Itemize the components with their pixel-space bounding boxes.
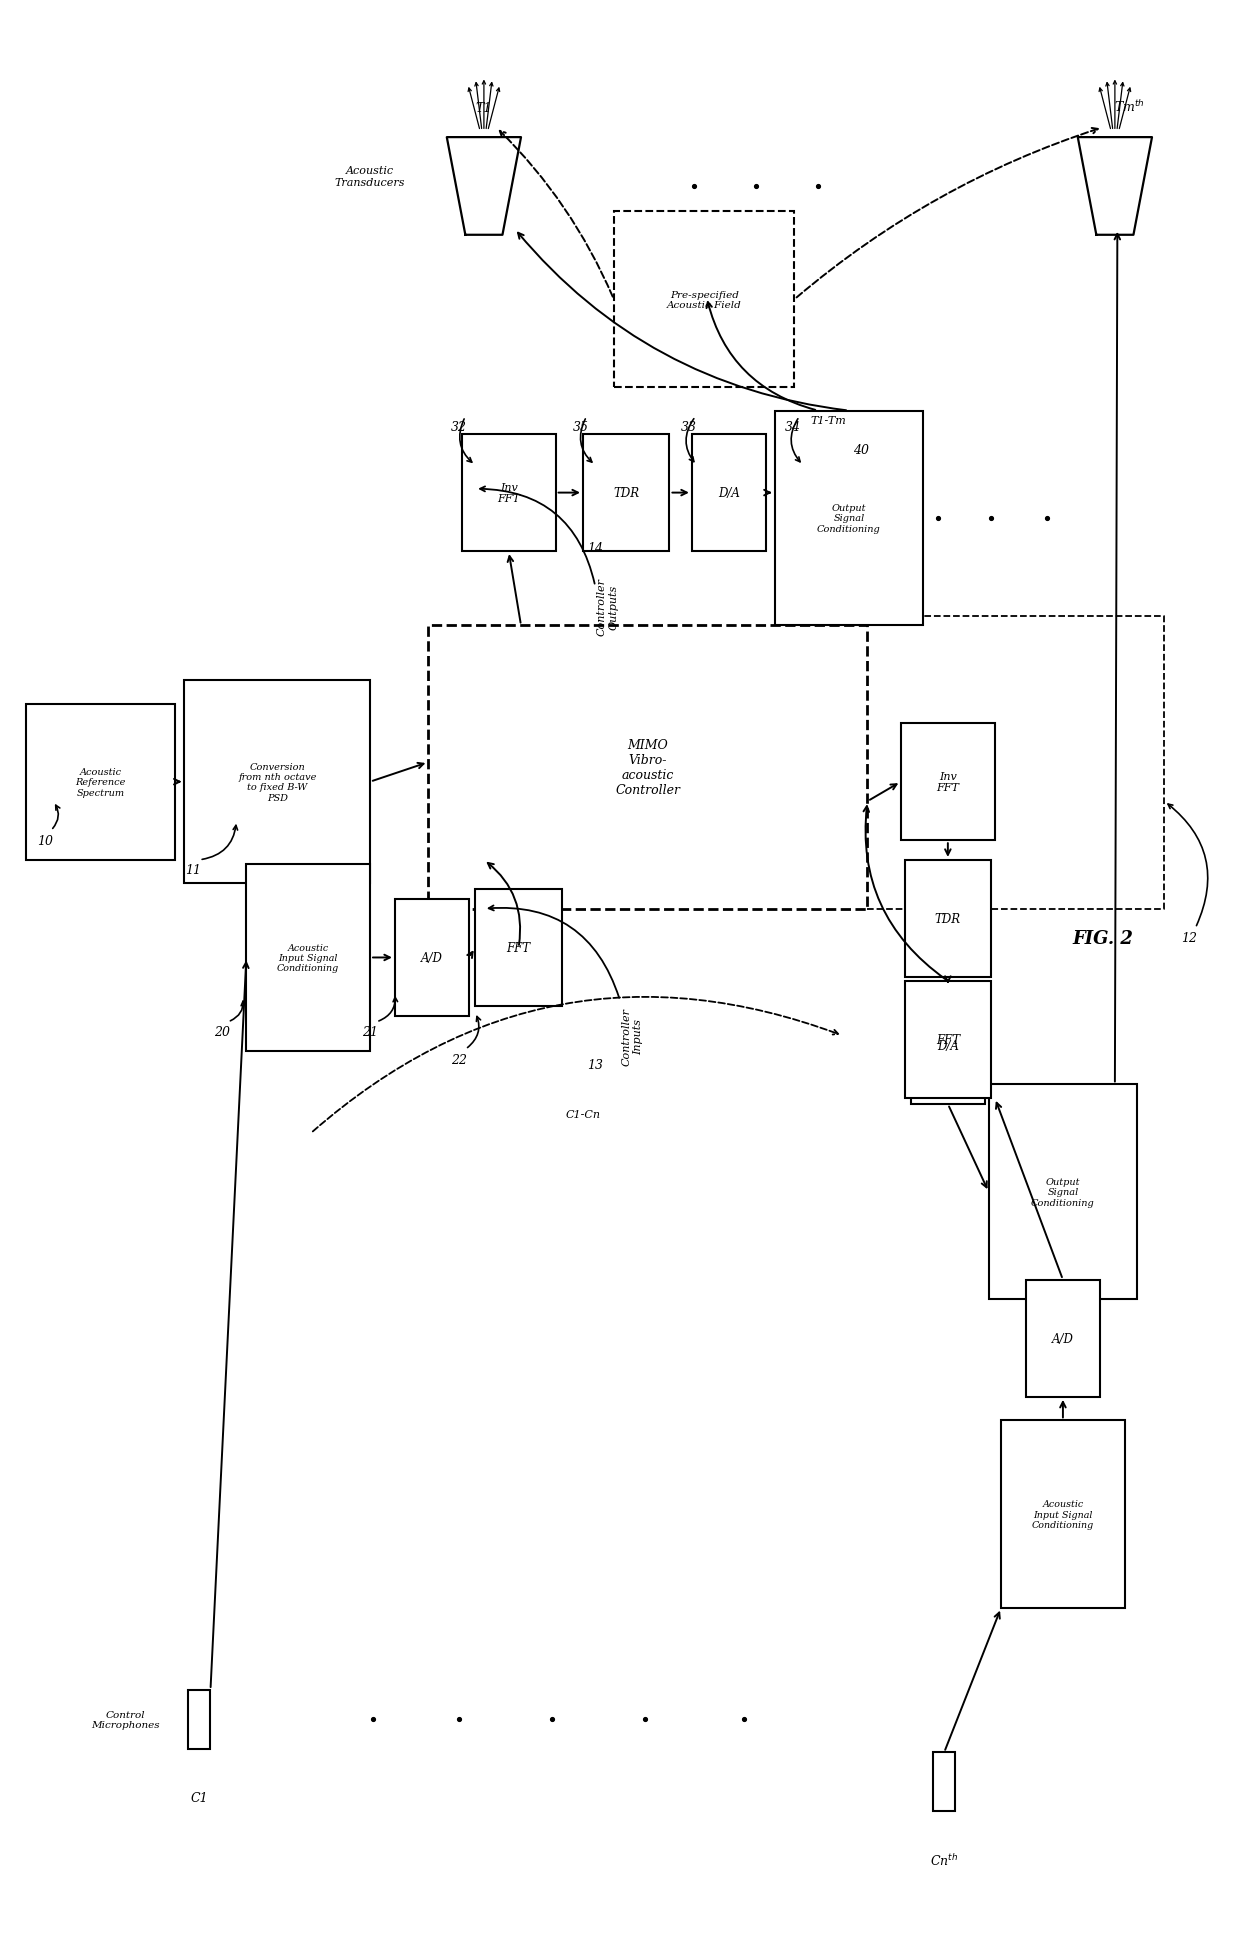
Text: T1-Tm: T1-Tm bbox=[810, 416, 846, 426]
Bar bbox=[692, 434, 766, 551]
Bar bbox=[428, 626, 868, 909]
Text: Tm$^{th}$: Tm$^{th}$ bbox=[1115, 98, 1145, 115]
Bar bbox=[1025, 1281, 1100, 1398]
Text: A/D: A/D bbox=[1052, 1331, 1074, 1345]
Text: Conversion
from nth octave
to fixed B-W
PSD: Conversion from nth octave to fixed B-W … bbox=[238, 762, 316, 802]
Text: Output
Signal
Conditioning: Output Signal Conditioning bbox=[817, 504, 880, 534]
Text: FFT: FFT bbox=[936, 1034, 960, 1046]
Bar bbox=[461, 434, 556, 551]
Text: 20: 20 bbox=[213, 1026, 229, 1038]
Text: TDR: TDR bbox=[935, 913, 961, 925]
Bar bbox=[904, 860, 991, 978]
Text: Acoustic
Reference
Spectrum: Acoustic Reference Spectrum bbox=[76, 768, 125, 798]
Text: Control
Microphones: Control Microphones bbox=[91, 1711, 160, 1728]
Text: Cn$^{th}$: Cn$^{th}$ bbox=[930, 1851, 959, 1867]
Bar bbox=[185, 680, 370, 884]
Text: C1: C1 bbox=[191, 1791, 208, 1804]
Text: D/A: D/A bbox=[718, 487, 740, 500]
Bar bbox=[26, 704, 175, 860]
Bar bbox=[988, 1085, 1137, 1300]
Text: MIMO
Vibro-
acoustic
Controller: MIMO Vibro- acoustic Controller bbox=[615, 739, 681, 796]
Text: 13: 13 bbox=[588, 1060, 603, 1071]
Text: Controller
Outputs: Controller Outputs bbox=[596, 577, 619, 635]
Text: Pre-specified
Acoustic Field: Pre-specified Acoustic Field bbox=[667, 291, 742, 309]
Text: Output
Signal
Conditioning: Output Signal Conditioning bbox=[1030, 1177, 1095, 1206]
Text: 33: 33 bbox=[681, 420, 697, 434]
Text: FFT: FFT bbox=[506, 942, 531, 954]
Text: 34: 34 bbox=[785, 420, 801, 434]
Bar bbox=[1001, 1421, 1125, 1609]
Text: 32: 32 bbox=[451, 420, 467, 434]
Bar bbox=[614, 213, 795, 387]
Text: A/D: A/D bbox=[422, 952, 443, 964]
Text: 35: 35 bbox=[573, 420, 589, 434]
Bar bbox=[188, 1689, 211, 1748]
Text: Inv
FFT: Inv FFT bbox=[936, 772, 960, 794]
Bar bbox=[583, 434, 670, 551]
Text: D/A: D/A bbox=[937, 1040, 959, 1052]
Text: Controller
Inputs: Controller Inputs bbox=[621, 1007, 644, 1065]
Text: 10: 10 bbox=[37, 835, 52, 847]
Text: C1-Cn: C1-Cn bbox=[565, 1108, 600, 1118]
Bar bbox=[247, 864, 370, 1052]
Text: 21: 21 bbox=[362, 1026, 378, 1038]
Bar bbox=[904, 981, 991, 1099]
Text: Acoustic
Input Signal
Conditioning: Acoustic Input Signal Conditioning bbox=[277, 942, 340, 974]
Text: 11: 11 bbox=[185, 864, 201, 876]
Text: 22: 22 bbox=[451, 1054, 467, 1065]
Text: Inv
FFT: Inv FFT bbox=[497, 483, 520, 504]
Text: Acoustic
Input Signal
Conditioning: Acoustic Input Signal Conditioning bbox=[1032, 1499, 1094, 1529]
Text: Acoustic
Transducers: Acoustic Transducers bbox=[335, 166, 405, 188]
Bar bbox=[475, 890, 562, 1007]
Text: 12: 12 bbox=[1182, 933, 1197, 944]
Bar bbox=[775, 411, 923, 626]
Text: 14: 14 bbox=[588, 542, 603, 555]
Bar bbox=[900, 723, 994, 841]
Bar bbox=[932, 1752, 955, 1810]
Text: T1: T1 bbox=[476, 102, 492, 115]
Text: TDR: TDR bbox=[613, 487, 640, 500]
Text: FIG. 2: FIG. 2 bbox=[1073, 929, 1133, 948]
Bar bbox=[910, 987, 985, 1105]
Bar bbox=[394, 899, 469, 1017]
Text: 40: 40 bbox=[853, 444, 869, 457]
